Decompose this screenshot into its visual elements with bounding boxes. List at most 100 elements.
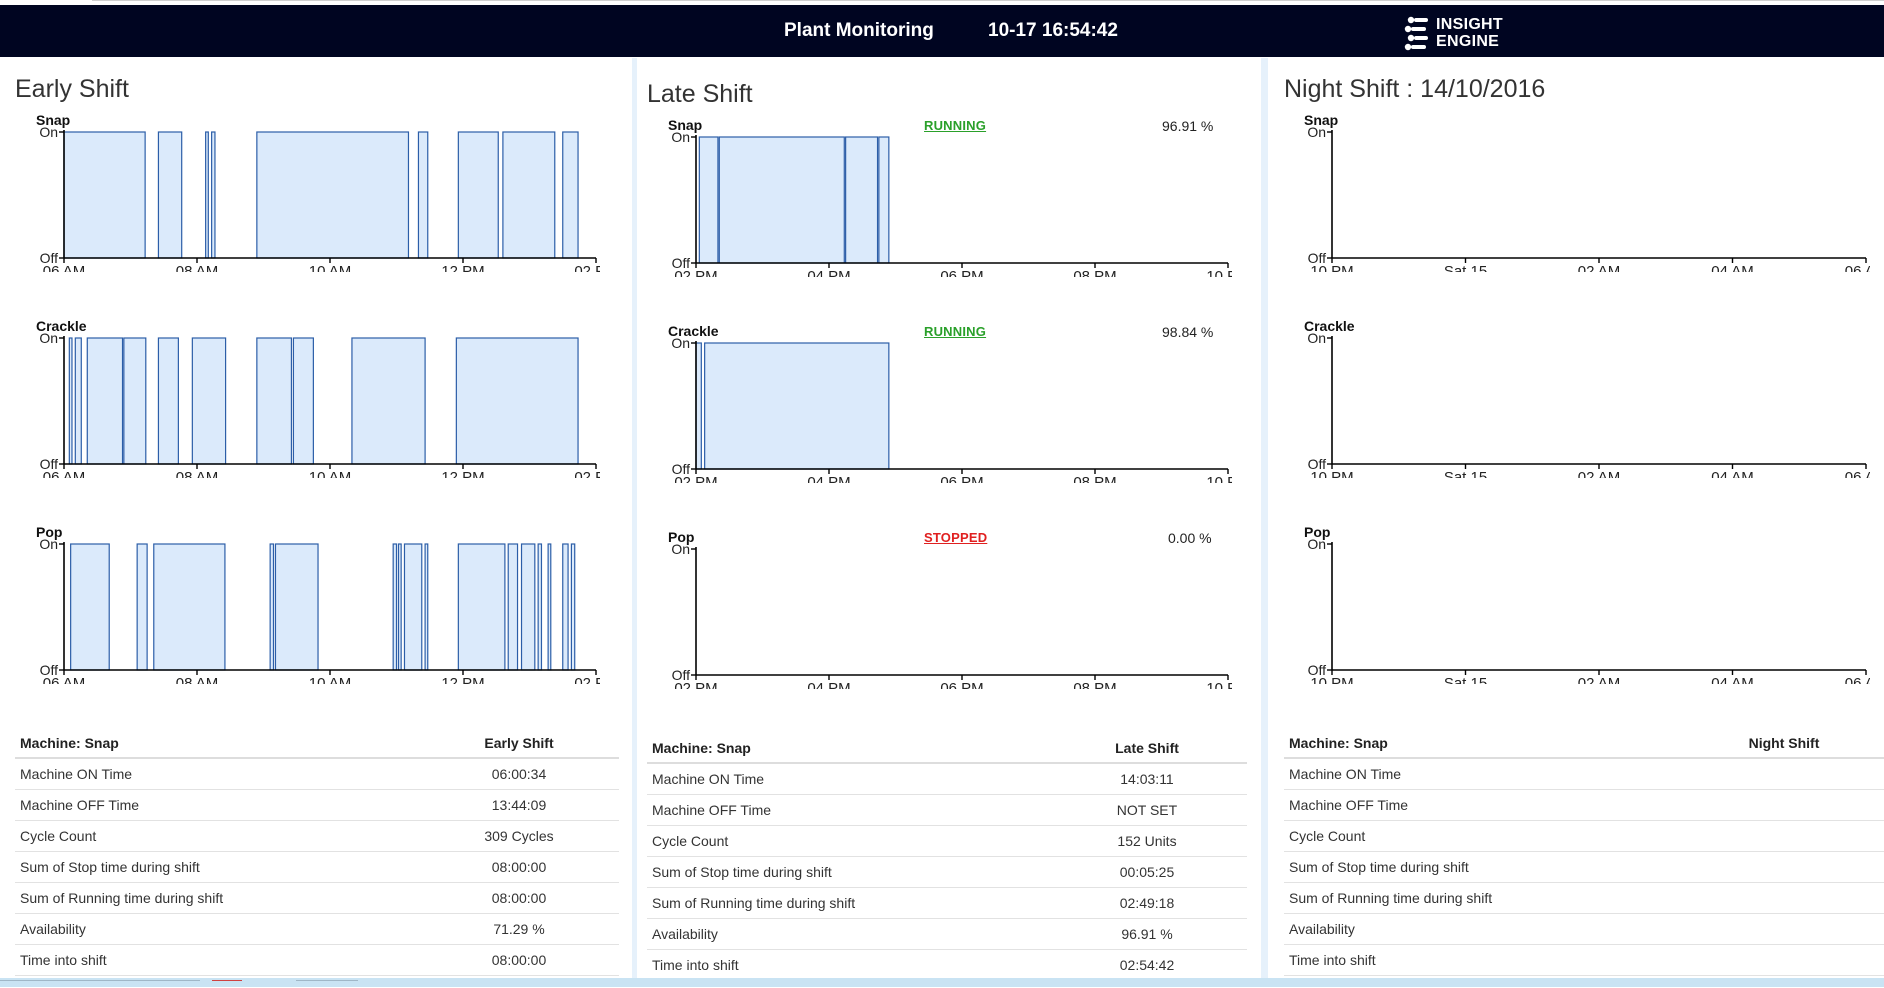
shift-title: Night Shift : 14/10/2016 [1284,75,1546,103]
x-tick-label: 12 PM [441,263,484,272]
stats-row-value: 06:00:34 [491,765,547,782]
stats-row-value: 02:54:42 [1119,956,1175,973]
on-segment-bar [74,337,82,465]
x-tick-label: 04 AM [1711,675,1754,684]
on-segment-bar [457,543,506,671]
y-label-off: Off [40,250,59,266]
on-segment-bar [403,543,423,671]
x-tick-label: 02 PM [574,263,600,272]
stats-row: Machine OFF Time [1284,789,1884,820]
on-segment-bar [562,543,569,671]
stats-row-label: Machine ON Time [652,770,765,787]
taskbar-item[interactable] [0,980,200,988]
stats-row: Availability 96.91 % [647,918,1247,949]
stats-row: Sum of Running time during shift [1284,882,1884,913]
x-tick-label: 02 PM [574,469,600,478]
y-label-off: Off [40,662,59,678]
stats-row-value: 71.29 % [493,920,545,937]
stats-row-label: Machine ON Time [20,765,133,782]
on-segment-bar [136,543,148,671]
on-segment-bar [878,136,890,264]
x-tick-label: 06 PM [940,474,983,483]
on-segment-bar [537,543,543,671]
status-badge-pop: STOPPED [924,530,988,545]
x-tick-label: 06 AM [1845,263,1870,272]
x-tick-label: 02 AM [1578,469,1621,478]
on-segment-bar [845,136,879,264]
on-segment-bar [502,131,556,259]
y-label-off: Off [1308,662,1327,678]
stats-row-label: Cycle Count [652,832,729,849]
on-segment-bar [269,543,275,671]
stats-row-label: Availability [1289,920,1355,937]
machine-name: Snap [36,112,70,128]
on-segment-bar [718,136,845,264]
on-segment-bar [123,337,147,465]
stats-row: Availability [1284,913,1884,944]
on-segment-bar [417,131,429,259]
taskbar-item[interactable] [212,980,242,988]
on-segment-bar [211,131,216,259]
x-tick-label: 04 AM [1711,469,1754,478]
x-tick-label: 12 PM [441,469,484,478]
stats-row-label: Sum of Running time during shift [1289,889,1493,906]
stats-row-label: Sum of Running time during shift [20,889,224,906]
machine-name: Crackle [1304,318,1355,334]
stats-row-value: 08:00:00 [491,858,547,875]
on-segment-bar [205,131,209,259]
stats-row: Sum of Running time during shift 08:00:00 [15,882,619,913]
logo-line-2: ENGINE [1436,33,1500,50]
stats-row: Sum of Stop time during shift [1284,851,1884,882]
x-tick-label: 02 PM [674,268,717,277]
stats-row-value: 14:03:11 [1120,770,1174,787]
stats-row-value: 08:00:00 [491,951,547,968]
stats-row-label: Sum of Stop time during shift [652,863,832,880]
x-tick-label: 04 PM [807,268,850,277]
on-segment-bar [63,131,146,259]
on-segment-bar [157,337,179,465]
shift-title: Late Shift [647,80,753,108]
insight-engine-logo[interactable]: INSIGHT ENGINE [1402,13,1522,53]
y-label-on: On [671,129,690,145]
stats-row-value [1684,820,1884,851]
stats-header-value: Early Shift [484,734,554,751]
status-badge-crackle: RUNNING [924,324,987,339]
early-shift-inner: Early Shift Snap On Off 06 AM 08 AM 10 AM 12 P… [0,58,632,978]
machine-name: Pop [1304,524,1330,540]
x-tick-label: 10 PM [1310,263,1353,272]
x-tick-label: 12 PM [441,675,484,684]
x-tick-label: 02 AM [1578,263,1621,272]
machine-name: Crackle [36,318,87,334]
stats-row: Cycle Count [1284,820,1884,851]
logo-text: INSIGHT ENGINE [1436,16,1503,50]
availability-snap: 96.91 % [1162,118,1214,134]
stats-header-row: Machine: Snap Night Shift [1284,728,1884,758]
stats-row-label: Machine OFF Time [20,796,140,813]
stats-row-value: 00:05:25 [1119,863,1175,880]
stats-row-value: 13:44:09 [491,796,547,813]
availability-pop: 0.00 % [1168,530,1212,546]
y-label-on: On [39,330,58,346]
taskbar-item[interactable] [296,980,358,988]
on-segment-bar [520,543,536,671]
late-shift-inner: Late Shift Snap On Off 02 PM 04 PM 06 PM 08 PM… [637,58,1261,980]
stats-row-value: 309 Cycles [484,827,554,844]
stats-row-value [1684,882,1884,913]
on-segment-bar [157,131,183,259]
on-segment-bar [457,131,499,259]
machine-name: Pop [36,524,62,540]
stats-header-label: Machine: Snap [1289,734,1388,751]
x-tick-label: Sat 15 [1444,675,1487,684]
late-shift-panel: Late Shift Snap On Off 02 PM 04 PM 06 PM 08 PM… [632,58,1268,980]
x-tick-label: 04 PM [807,680,850,689]
stats-row: Availability 71.29 % [15,913,619,944]
